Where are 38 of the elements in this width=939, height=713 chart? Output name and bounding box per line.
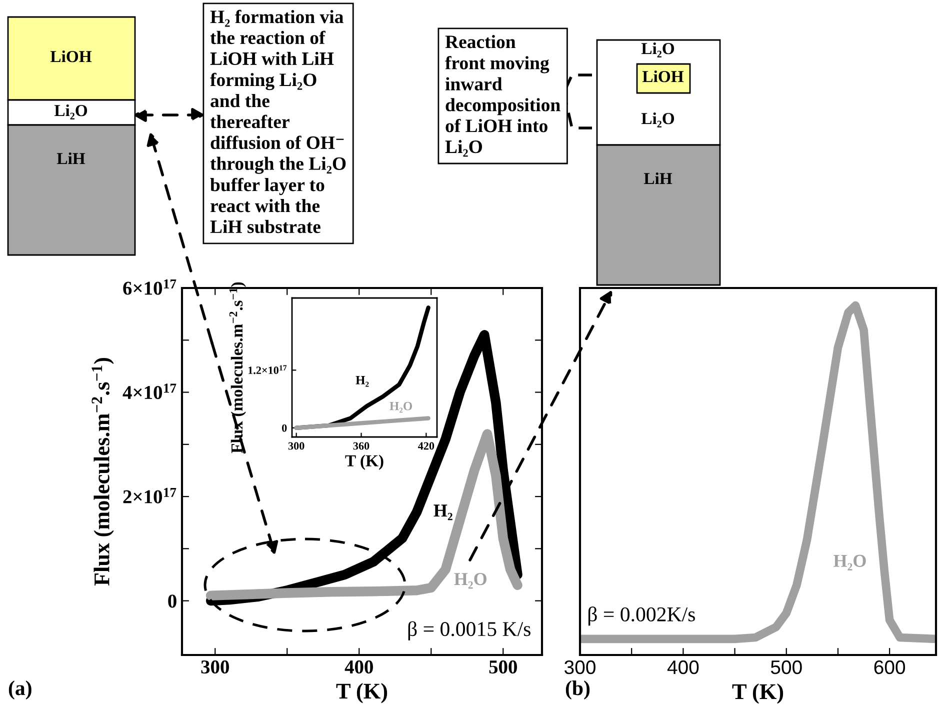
- x-tick-label: 360: [353, 442, 370, 450]
- text: LiOH: [50, 50, 92, 62]
- text: Reaction front moving inward decomposition of LiOH into Li₂O: [445, 35, 560, 157]
- text: LiH: [56, 152, 86, 164]
- x-axis-title: T (K): [345, 454, 384, 470]
- y-tick-label: 1.2×10$^{17}$: [248, 365, 287, 374]
- text: Li₂O: [641, 42, 674, 58]
- series-label: H₂O: [390, 402, 412, 413]
- series-label: H₂: [434, 504, 452, 520]
- x-tick-label: 300: [564, 660, 596, 674]
- x-tick-label: 600: [874, 660, 906, 674]
- series-label: H₂O: [834, 554, 866, 570]
- y-tick-label: 2×10$^{17}$: [123, 488, 176, 504]
- x-tick-label: 500: [770, 660, 802, 674]
- text: Li₂O: [641, 112, 674, 128]
- x-tick-label: 300: [288, 442, 304, 450]
- text: (b): [566, 680, 590, 700]
- y-tick-label: 0: [168, 594, 176, 608]
- text: H₂ formation via the reaction of LiOH with LiH forming Li₂O and the thereafter diffusion of OH⁻ through the Li₂O buffer layer to react with the LiH substrate: [210, 10, 346, 234]
- text: LiOH: [642, 70, 684, 82]
- y-axis-title: Flux (molecules.m$^{−2}$.s$^{−1}$): [92, 358, 114, 586]
- text: (a): [8, 680, 32, 700]
- y-tick-label: 0: [282, 424, 287, 432]
- x-tick-label: 500: [489, 660, 517, 674]
- text: LiH: [644, 172, 672, 184]
- series-label: H₂O: [454, 573, 486, 589]
- x-tick-label: 400: [667, 660, 699, 674]
- x-tick-label: 400: [344, 660, 373, 674]
- annotation: β = 0.0015 K/s: [408, 621, 530, 640]
- series-label: H₂: [356, 376, 369, 387]
- x-axis-title: T (K): [336, 683, 388, 704]
- annotation: β = 0.002K/s: [588, 606, 695, 626]
- y-tick-label: 4×10$^{17}$: [122, 384, 176, 400]
- text: Li₂O: [54, 104, 88, 120]
- x-tick-label: 420: [418, 442, 434, 450]
- x-tick-label: 300: [201, 660, 229, 674]
- y-tick-label: 6×10$^{17}$: [123, 279, 176, 295]
- x-axis-title: T (K): [732, 684, 784, 704]
